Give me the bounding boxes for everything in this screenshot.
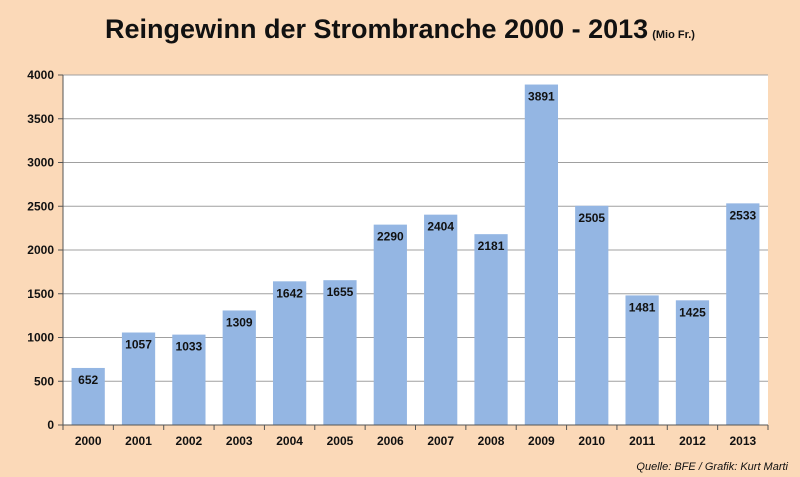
y-tick-label: 3000 (27, 156, 54, 170)
y-tick-label: 4000 (27, 68, 54, 82)
data-label: 1057 (125, 338, 152, 352)
chart-title-text: Reingewinn der Strombranche 2000 - 2013 (105, 14, 649, 44)
x-tick-label: 2002 (176, 434, 203, 448)
data-label: 2505 (578, 211, 605, 225)
x-tick-label: 2011 (629, 434, 655, 448)
bar (474, 234, 508, 425)
x-tick-label: 2009 (528, 434, 555, 448)
y-tick-label: 2000 (27, 243, 54, 257)
bar (675, 300, 710, 425)
data-label: 2181 (478, 239, 505, 253)
x-tick-label: 2013 (729, 434, 756, 448)
data-label: 1425 (679, 305, 706, 319)
x-tick-label: 2001 (125, 434, 152, 448)
bar (424, 214, 458, 425)
y-tick-label: 0 (47, 418, 54, 432)
bar (625, 295, 659, 425)
x-tick-label: 2000 (75, 434, 102, 448)
axes: 0 500 1000 1500 2000 2500 3000 3500 4000 2000 2001… (27, 68, 769, 448)
source-note: Quelle: BFE / Grafik: Kurt Marti (636, 461, 788, 473)
x-tick-label: 2007 (427, 434, 454, 448)
bar (71, 367, 105, 425)
bar (323, 280, 357, 425)
bar (726, 203, 760, 425)
chart-title: Reingewinn der Strombranche 2000 - 2013(… (0, 14, 800, 45)
data-label: 1309 (226, 315, 253, 329)
data-label: 3891 (528, 90, 555, 104)
x-tick-label: 2012 (679, 434, 706, 448)
y-tick-label: 3500 (27, 112, 54, 126)
data-label: 2290 (377, 230, 404, 244)
bar (575, 205, 609, 425)
x-tick-label: 2006 (377, 434, 404, 448)
x-tick-label: 2003 (226, 434, 253, 448)
bar (121, 332, 156, 425)
bar (222, 310, 256, 425)
x-tick-label: 2008 (478, 434, 505, 448)
data-label: 1642 (276, 286, 303, 300)
bar (172, 334, 206, 425)
x-tick-label: 2005 (327, 434, 354, 448)
data-label: 2404 (427, 220, 454, 234)
data-labels: 652 1057 1033 1309 1642 1655 2290 2404 2181 3891 2… (78, 90, 756, 387)
bar (272, 281, 307, 425)
y-tick-label: 1500 (27, 287, 54, 301)
data-label: 1481 (629, 300, 656, 314)
y-tick-label: 2500 (27, 199, 54, 213)
bars (71, 84, 760, 425)
bar (373, 224, 407, 425)
bar (524, 84, 559, 425)
x-tick-label: 2004 (276, 434, 303, 448)
y-tick-label: 500 (34, 374, 54, 388)
data-label: 1033 (176, 340, 203, 354)
chart-title-unit: (Mio Fr.) (652, 29, 695, 41)
data-label: 1655 (327, 285, 354, 299)
data-label: 652 (78, 373, 98, 387)
data-label: 2533 (729, 208, 756, 222)
y-tick-label: 1000 (27, 331, 54, 345)
x-tick-label: 2010 (578, 434, 605, 448)
